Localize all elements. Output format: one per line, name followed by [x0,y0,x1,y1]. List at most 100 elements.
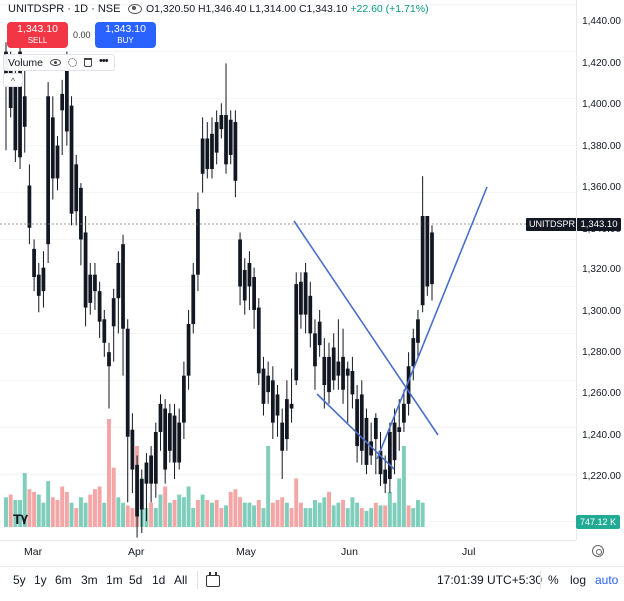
candle[interactable] [135,455,139,538]
candle[interactable] [387,422,392,494]
range-6m-button[interactable]: 6m [55,573,72,587]
symbol-legend[interactable]: UNITDSPR · 1D · NSE [8,3,142,15]
candle[interactable] [233,110,238,198]
candle[interactable] [144,453,149,522]
candle[interactable] [139,469,144,533]
candle[interactable] [50,96,55,200]
range-1y-button[interactable]: 1y [34,573,47,587]
candle[interactable] [60,79,65,155]
candle[interactable] [322,338,327,409]
candle[interactable] [238,232,242,306]
eye-icon[interactable] [127,4,142,15]
candle[interactable] [303,262,308,334]
candle[interactable] [200,117,205,193]
eye-icon[interactable] [50,59,62,66]
candle[interactable] [88,262,93,315]
candle[interactable] [107,342,111,409]
candle[interactable] [270,366,275,440]
candle[interactable] [247,251,252,310]
candle[interactable] [177,408,182,470]
candle[interactable] [313,319,317,390]
candle[interactable] [83,216,88,327]
candle[interactable] [373,413,378,475]
candle[interactable] [327,342,331,404]
candle[interactable] [182,361,186,440]
candle[interactable] [299,272,303,329]
candle[interactable] [350,356,355,409]
candle[interactable] [69,96,74,226]
price-chart[interactable] [0,0,576,540]
candle[interactable] [378,432,383,486]
candle[interactable] [158,394,163,451]
candle[interactable] [359,380,364,465]
candle[interactable] [41,251,46,308]
candle[interactable] [102,309,107,357]
range-all-button[interactable]: All [174,573,188,587]
candle[interactable] [22,70,27,153]
candle[interactable] [191,262,196,334]
candle[interactable] [425,216,430,296]
candle[interactable] [420,176,425,313]
candle[interactable] [275,385,280,437]
candle[interactable] [196,192,200,292]
candle[interactable] [341,328,345,404]
candle[interactable] [74,154,79,226]
sell-button[interactable]: 1,343.10 SELL [7,22,68,48]
candle[interactable] [430,225,434,301]
upper-trendline[interactable] [293,220,439,436]
candle[interactable] [266,361,271,404]
candle[interactable] [317,309,322,357]
candle[interactable] [228,110,233,165]
candle[interactable] [205,122,210,179]
candle[interactable] [214,110,219,165]
candle[interactable] [46,82,51,263]
candle[interactable] [252,267,256,329]
buy-button[interactable]: 1,343.10 BUY [95,22,156,48]
more-icon[interactable]: ••• [99,55,109,67]
candle[interactable] [93,262,97,310]
candle[interactable] [392,408,397,475]
candle[interactable] [27,164,32,245]
candle[interactable] [397,399,402,451]
range-5d-button[interactable]: 5d [129,573,143,587]
percent-scale-button[interactable]: % [548,573,559,587]
candle[interactable] [172,403,177,479]
candle[interactable] [111,288,116,362]
clock-readout[interactable]: 17:01:39 UTC+5:30 [437,573,543,587]
candle[interactable] [210,117,214,179]
candle[interactable] [345,361,350,423]
candle[interactable] [285,380,289,451]
gear-icon[interactable] [592,545,604,557]
calendar-range-icon[interactable] [206,572,220,587]
candle[interactable] [116,251,121,334]
candle[interactable] [336,319,341,390]
candle[interactable] [55,136,60,191]
candle[interactable] [402,389,406,432]
range-3m-button[interactable]: 3m [81,573,98,587]
candle[interactable] [149,446,153,503]
log-scale-button[interactable]: log [570,573,587,587]
time-axis[interactable]: Mar Apr May Jun Jul [0,540,576,565]
candle[interactable] [219,103,224,139]
candle[interactable] [36,262,41,313]
settings-icon[interactable] [68,58,78,67]
candle[interactable] [163,399,168,484]
volume-legend[interactable]: Volume ••• [3,54,116,71]
candle[interactable] [289,368,294,423]
range-5y-button[interactable]: 5y [13,573,26,587]
candle[interactable] [32,239,36,292]
candle[interactable] [294,272,299,386]
candle[interactable] [186,309,191,390]
price-axis[interactable]: 1,440.00 1,420.00 1,400.00 1,380.00 1,36… [576,0,624,540]
candle[interactable] [121,234,125,376]
candle[interactable] [331,333,336,390]
candle[interactable] [97,281,102,339]
candle[interactable] [406,352,411,416]
rising-trendline[interactable] [376,186,488,460]
candle[interactable] [369,422,374,465]
chevron-up-icon[interactable]: ^ [3,73,23,87]
lower-trendline[interactable] [316,393,395,470]
candle[interactable] [280,408,285,479]
candle[interactable] [261,356,266,416]
candle[interactable] [256,298,261,386]
